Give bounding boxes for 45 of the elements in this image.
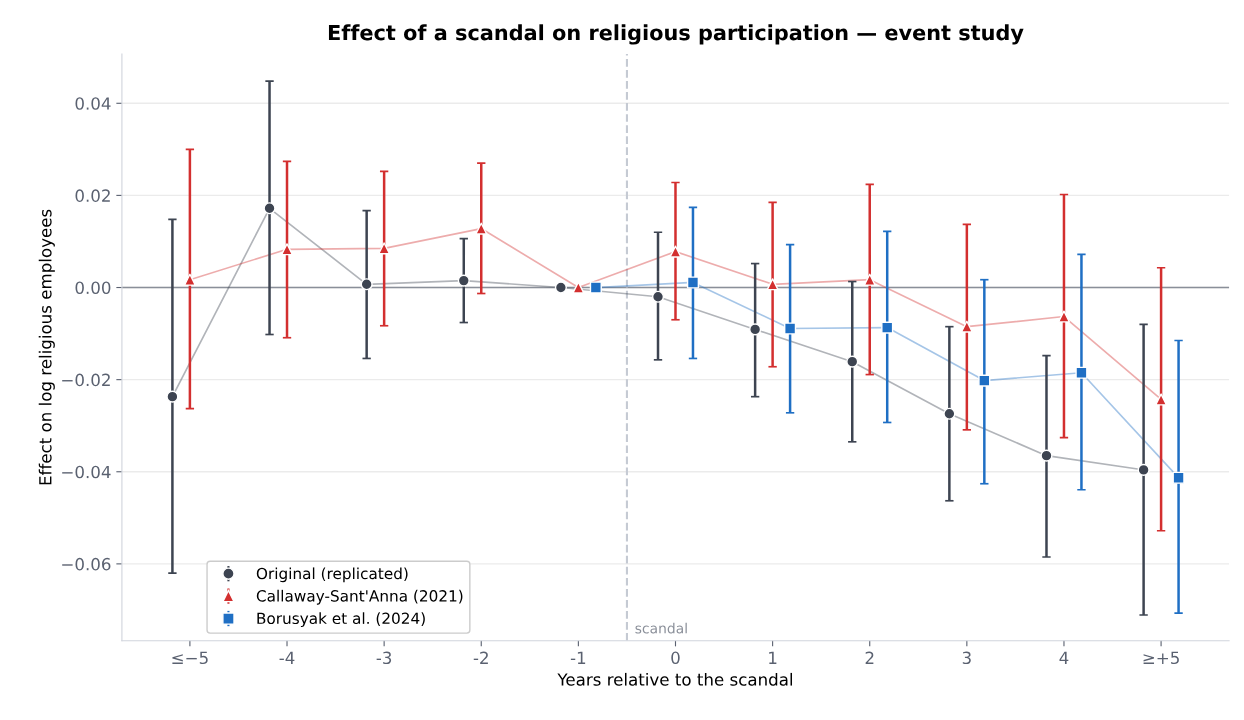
y-tick-label: 0.04 <box>75 97 111 110</box>
point <box>589 281 602 294</box>
x-tick-label: -2 <box>473 651 488 664</box>
point <box>360 278 373 291</box>
x-tick-label: 1 <box>769 651 777 664</box>
y-tick-label: 0.00 <box>75 281 111 295</box>
legend-label: Original (replicated) <box>256 567 408 583</box>
point <box>686 276 700 289</box>
point <box>263 202 276 215</box>
y-axis-title: Effect on log religious employees <box>38 209 55 485</box>
point <box>1040 449 1053 462</box>
y-tick-label: −0.04 <box>62 465 111 479</box>
x-tick-label: -4 <box>279 651 295 664</box>
point <box>881 321 894 334</box>
x-tick-label: 0 <box>671 651 680 665</box>
point <box>554 281 567 294</box>
legend-label: Borusyak et al. (2024) <box>257 612 425 628</box>
x-tick-label: -1 <box>570 651 586 664</box>
y-tick-label: −0.02 <box>62 373 110 387</box>
point <box>943 407 956 420</box>
point <box>749 323 762 336</box>
point <box>457 274 470 287</box>
point <box>978 374 991 387</box>
point <box>1075 366 1088 379</box>
x-tick-label: -3 <box>376 651 392 665</box>
y-tick-label: −0.06 <box>62 557 111 571</box>
x-tick-label: 4 <box>1059 651 1069 664</box>
x-tick-label: ≤−5 <box>172 651 208 665</box>
point <box>280 243 294 256</box>
y-tick-label: 0.02 <box>75 189 110 202</box>
x-tick-label: ≥+5 <box>1143 651 1179 665</box>
point <box>1172 471 1185 484</box>
x-tick-label: 3 <box>962 651 971 665</box>
legend-label: Callaway-Sant'Anna (2021) <box>256 589 463 605</box>
ref-line-label: scandal <box>635 622 687 634</box>
point <box>784 322 797 335</box>
point <box>766 278 779 291</box>
point <box>846 355 859 368</box>
x-tick-label: 2 <box>865 651 874 664</box>
point <box>669 245 682 258</box>
point <box>1057 310 1071 323</box>
chart-title: Effect of a scandal on religious participation — event study <box>328 24 1024 45</box>
point <box>651 290 665 303</box>
x-axis-title: Years relative to the scandal <box>557 672 793 686</box>
point <box>1137 463 1150 476</box>
